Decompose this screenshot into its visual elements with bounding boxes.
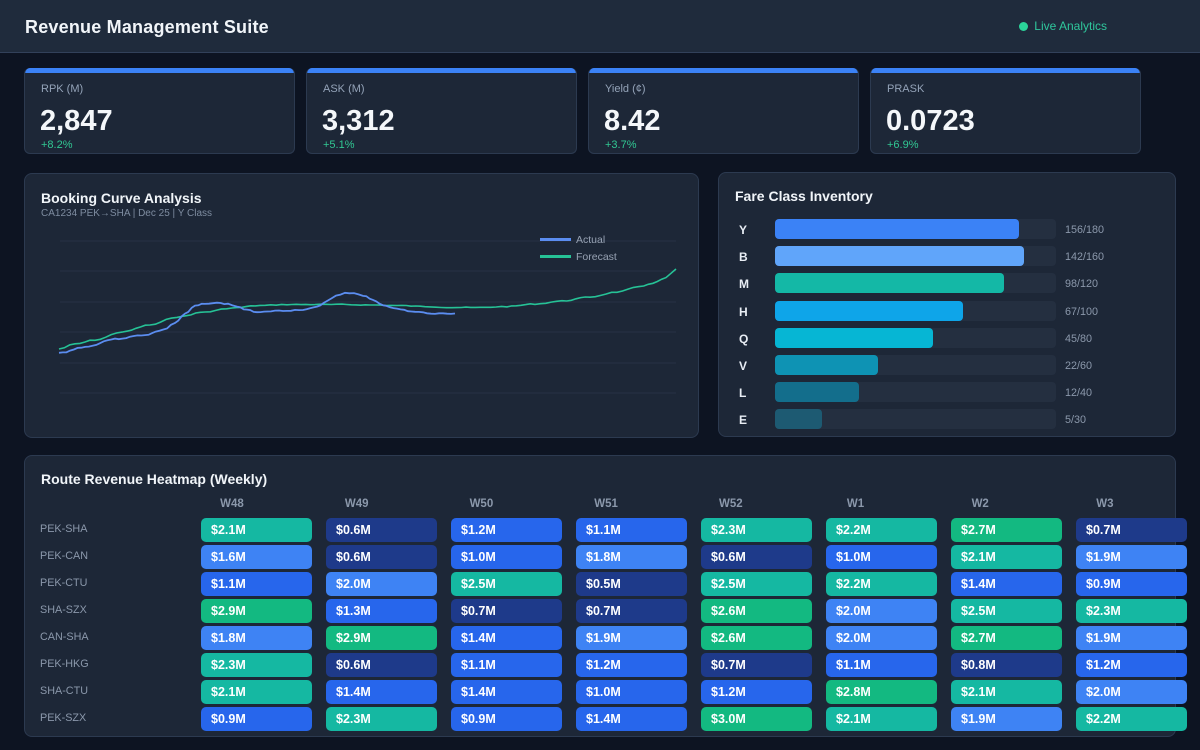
svg-text:Forecast: Forecast (576, 251, 617, 263)
svg-text:Actual: Actual (576, 234, 605, 246)
